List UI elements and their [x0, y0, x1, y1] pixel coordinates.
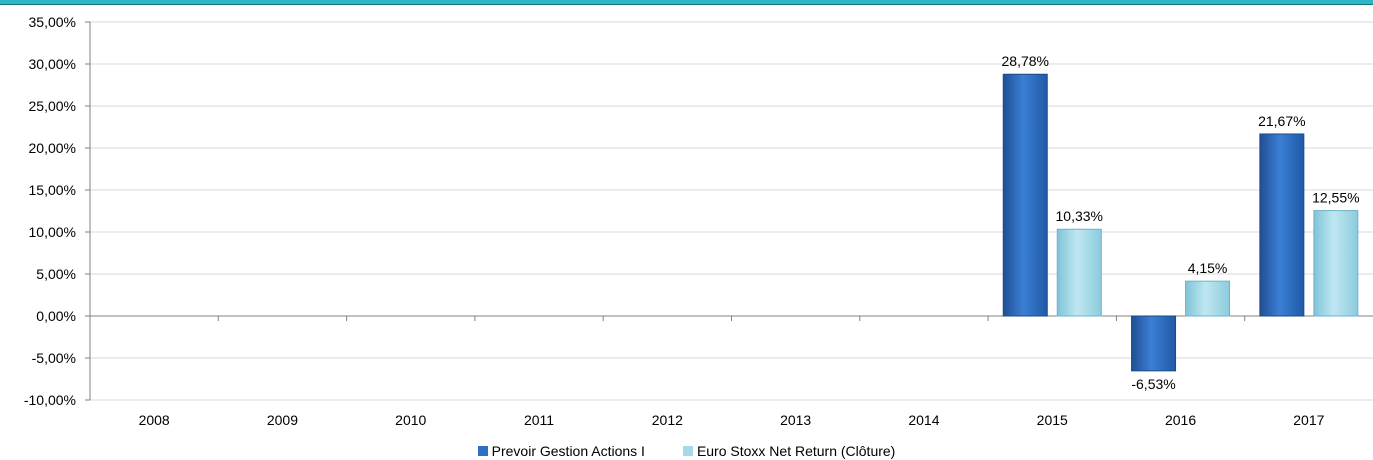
data-label: 10,33%: [1056, 208, 1103, 224]
y-tick-label: 25,00%: [29, 98, 76, 114]
y-tick-label: 10,00%: [29, 224, 76, 240]
y-tick-label: -5,00%: [32, 350, 76, 366]
data-label: 4,15%: [1188, 260, 1228, 276]
data-label: 28,78%: [1002, 53, 1049, 69]
top-border: [0, 0, 1373, 5]
data-label: 12,55%: [1312, 190, 1359, 206]
chart-plot: 35,00% 30,00% 25,00% 20,00% 15,00% 10,00% 5,00…: [24, 14, 1373, 428]
x-tick-label: 2009: [267, 412, 298, 428]
y-tick-label: 15,00%: [29, 182, 76, 198]
bar-2-2015: [1056, 228, 1102, 317]
data-label: -6,53%: [1131, 376, 1175, 392]
legend-swatch-series-1: [477, 446, 488, 456]
legend-swatch-series-2: [682, 446, 693, 456]
x-tick-label: 2014: [908, 412, 939, 428]
y-tick-label: 30,00%: [29, 56, 76, 72]
legend-item-series-1: Prevoir Gestion Actions I: [477, 443, 645, 459]
bar-1-2016: [1131, 315, 1177, 372]
bar-2-2017: [1313, 210, 1359, 317]
x-tick-label: 2016: [1165, 412, 1196, 428]
legend-label-series-2: Euro Stoxx Net Return (Clôture): [696, 443, 896, 459]
y-tick-label: -10,00%: [24, 392, 76, 408]
x-tick-label: 2017: [1293, 412, 1324, 428]
bar-2-2016: [1185, 280, 1231, 317]
data-label: 21,67%: [1258, 113, 1305, 129]
y-tick-label: 0,00%: [36, 308, 76, 324]
bar-1-2015: [1002, 73, 1048, 317]
legend-label-series-1: Prevoir Gestion Actions I: [491, 443, 645, 459]
y-tick-label: 5,00%: [36, 266, 76, 282]
y-tick-label: 35,00%: [29, 14, 76, 30]
bar-1-2017: [1259, 133, 1305, 317]
y-tick-label: 20,00%: [29, 140, 76, 156]
legend-item-series-2: Euro Stoxx Net Return (Clôture): [682, 443, 896, 459]
x-tick-label: 2013: [780, 412, 811, 428]
legend: Prevoir Gestion Actions I Euro Stoxx Net…: [0, 442, 1373, 460]
x-tick-label: 2010: [395, 412, 426, 428]
x-tick-label: 2012: [652, 412, 683, 428]
x-tick-label: 2008: [139, 412, 170, 428]
x-tick-label: 2011: [524, 412, 554, 428]
x-tick-label: 2015: [1037, 412, 1068, 428]
